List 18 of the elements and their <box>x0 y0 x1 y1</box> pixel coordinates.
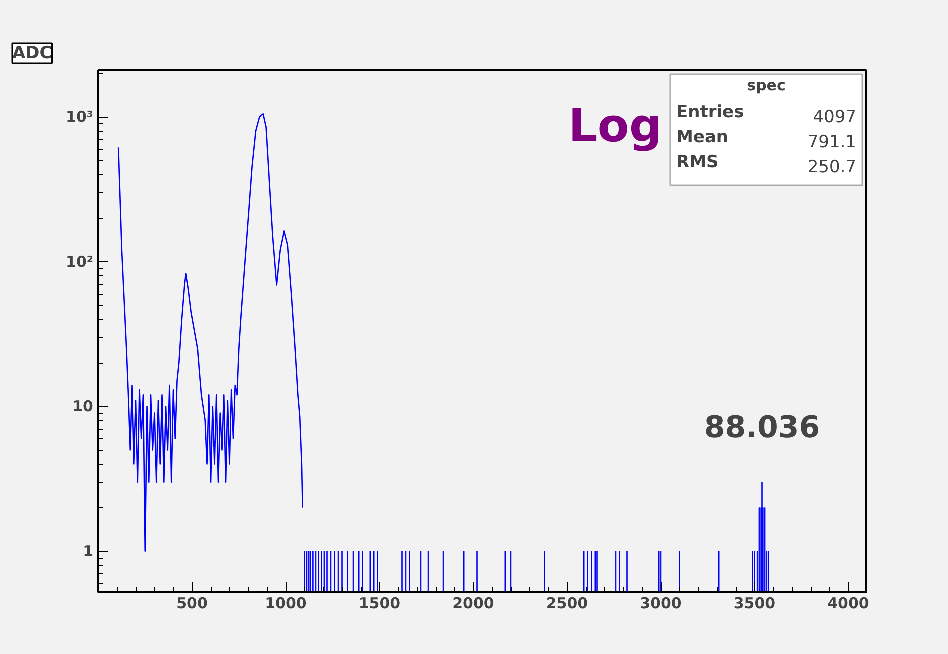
x-tick-label: 3000 <box>640 594 682 612</box>
y-tick-label: 10 <box>72 398 94 416</box>
annotation: Log <box>568 98 662 152</box>
x-tick-label: 4000 <box>828 594 870 612</box>
x-tick-label: 1000 <box>265 594 307 612</box>
x-tick-label: 2000 <box>452 594 494 612</box>
x-tick-label: 3500 <box>734 594 776 612</box>
text: Entries 4097 <box>676 102 856 128</box>
y-tick-label: 10³ <box>66 108 94 126</box>
x-tick-label: 1500 <box>358 594 401 612</box>
y-tick-label: 10² <box>66 252 94 271</box>
text: RMS 250.7 <box>676 152 857 178</box>
text: Mean 791.1 <box>676 128 857 152</box>
annotation: 88.036 <box>704 410 820 446</box>
annotation: spec <box>747 76 786 94</box>
y-tick-label: 1 <box>83 542 94 560</box>
x-tick-label: 2500 <box>546 594 588 612</box>
x-tick-label: 500 <box>176 594 208 612</box>
